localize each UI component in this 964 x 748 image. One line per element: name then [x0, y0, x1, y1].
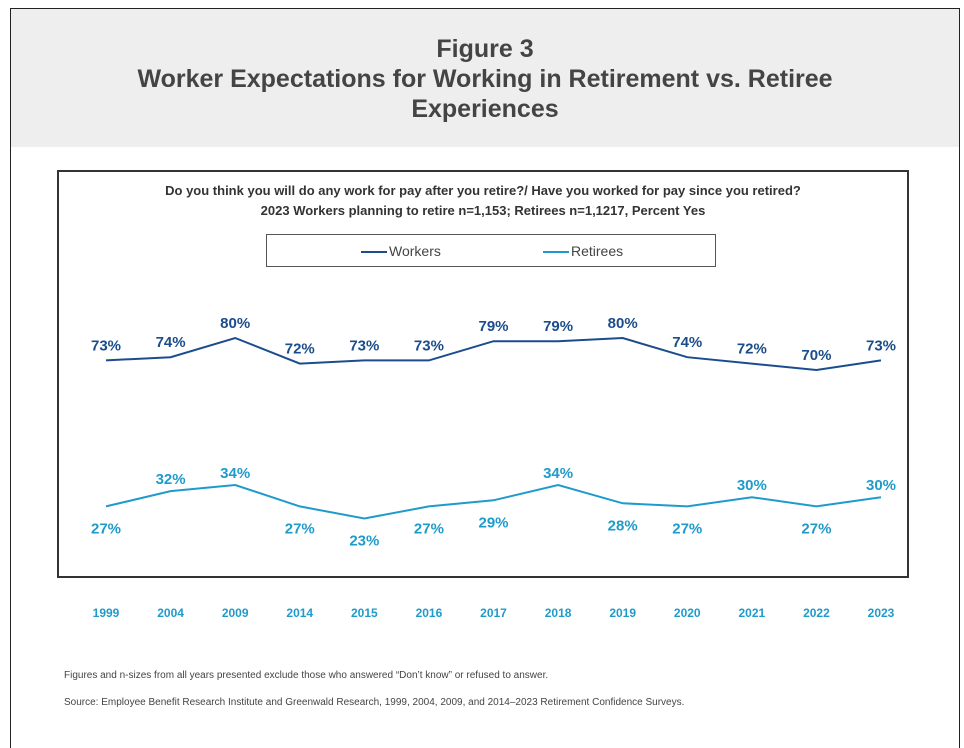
data-label-retirees: 27%: [672, 520, 702, 537]
x-tick-label: 2020: [674, 606, 701, 620]
figure-title-line1: Worker Expectations for Working in Retir…: [137, 65, 833, 93]
x-tick-label: 2019: [609, 606, 636, 620]
data-label-workers: 72%: [285, 341, 315, 358]
data-label-retirees: 27%: [801, 520, 831, 537]
legend-line-retirees: [543, 251, 569, 254]
data-label-workers: 70%: [801, 347, 831, 364]
data-label-workers: 74%: [672, 334, 702, 351]
data-label-retirees: 27%: [91, 520, 121, 537]
data-label-workers: 79%: [478, 318, 508, 335]
legend-label-retirees: Retirees: [571, 243, 624, 259]
data-label-retirees: 32%: [156, 471, 186, 488]
data-label-workers: 73%: [414, 337, 444, 354]
data-label-workers: 80%: [608, 315, 638, 332]
x-tick-label: 2014: [286, 606, 313, 620]
line-chart: 73% 74% 80% 72% 73% 73% 79% 79% 80% 74% 72% 70% 73% 2…: [91, 315, 896, 620]
data-label-workers: 74%: [156, 334, 186, 351]
data-label-workers: 73%: [349, 337, 379, 354]
plot-area: [57, 170, 909, 578]
x-tick-label: 2004: [157, 606, 184, 620]
footnote: Figures and n-sizes from all years prese…: [64, 670, 549, 681]
legend-item-retirees: Retirees: [543, 243, 623, 259]
x-tick-label: 2016: [416, 606, 443, 620]
data-label-retirees: 34%: [543, 465, 573, 482]
data-label-retirees: 23%: [349, 533, 379, 550]
x-tick-label: 2009: [222, 606, 249, 620]
data-label-retirees: 34%: [220, 465, 250, 482]
data-label-retirees: 28%: [608, 517, 638, 534]
data-label-workers: 73%: [91, 337, 121, 354]
x-tick-label: 2015: [351, 606, 378, 620]
legend-item-workers: Workers: [361, 243, 441, 259]
series-line-retirees: [105, 483, 882, 520]
source-note: Source: Employee Benefit Research Instit…: [64, 697, 685, 708]
data-label-retirees: 30%: [737, 477, 767, 494]
data-label-retirees: 27%: [285, 520, 315, 537]
figure-header: Figure 3 Worker Expectations for Working…: [11, 9, 959, 147]
data-label-workers: 72%: [737, 341, 767, 358]
series-line-workers: [105, 336, 882, 372]
x-tick-label: 2017: [480, 606, 507, 620]
x-tick-label: 2023: [868, 606, 895, 620]
data-label-workers: 80%: [220, 315, 250, 332]
data-label-workers: 79%: [543, 318, 573, 335]
figure-frame: [10, 8, 960, 748]
data-label-retirees: 29%: [478, 514, 508, 531]
survey-question: Do you think you will do any work for pa…: [165, 183, 801, 198]
data-label-workers: 73%: [866, 337, 896, 354]
figure-title-line2: Experiences: [411, 95, 559, 123]
x-tick-label: 2021: [738, 606, 765, 620]
legend-line-workers: [361, 251, 387, 254]
sample-sizes: 2023 Workers planning to retire n=1,153;…: [260, 203, 706, 218]
x-tick-label: 1999: [93, 606, 120, 620]
x-tick-label: 2018: [545, 606, 572, 620]
data-label-retirees: 30%: [866, 477, 896, 494]
figure-number: Figure 3: [436, 35, 534, 63]
data-label-retirees: 27%: [414, 520, 444, 537]
legend-label-workers: Workers: [389, 243, 441, 259]
legend: Workers Retirees: [266, 234, 716, 267]
x-tick-label: 2022: [803, 606, 830, 620]
